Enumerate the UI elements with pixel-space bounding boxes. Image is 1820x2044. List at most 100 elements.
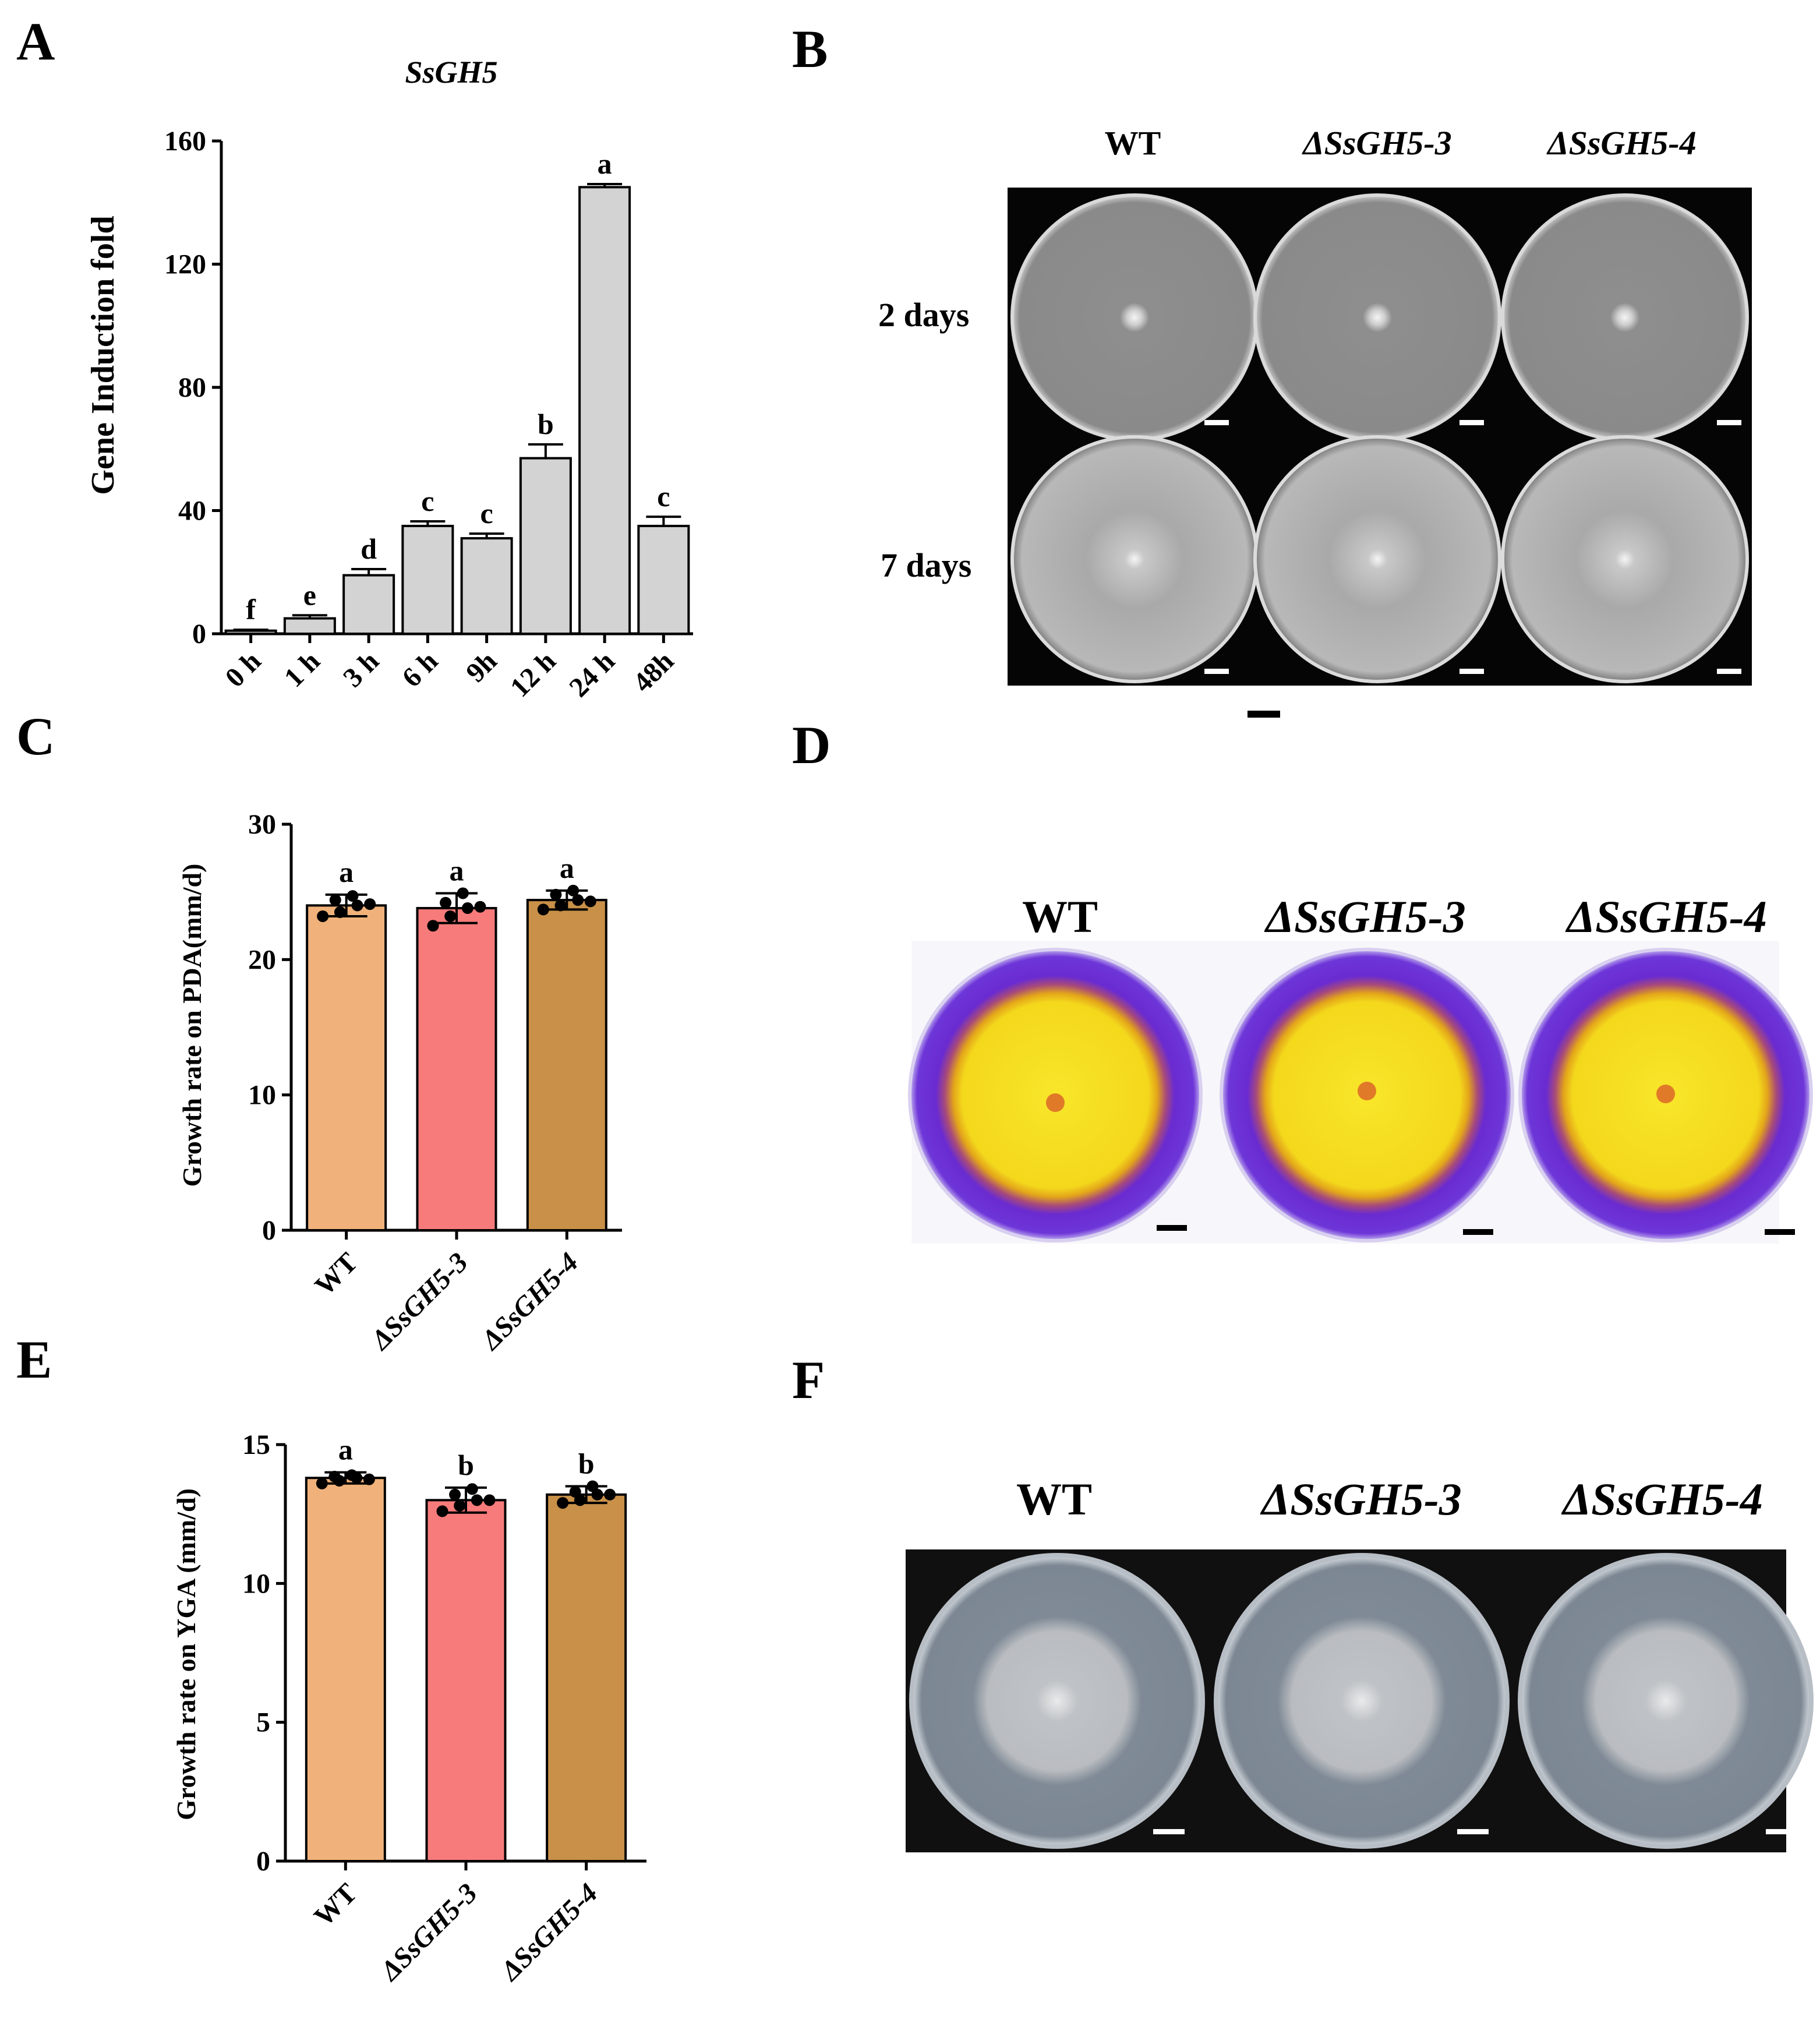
data-point xyxy=(449,1488,461,1501)
scale-bar xyxy=(1459,420,1484,425)
y-tick-label: 0 xyxy=(256,1846,270,1877)
data-point xyxy=(537,903,549,916)
x-tick-label: 9h xyxy=(460,645,503,688)
plate-b-wt-2d xyxy=(1010,193,1259,442)
panel-b-col-wt: WT xyxy=(1105,124,1161,162)
data-point xyxy=(454,1499,466,1512)
x-tick-label: 3 h xyxy=(337,645,385,693)
y-tick-label: 20 xyxy=(248,944,276,975)
panel-letter-e: E xyxy=(16,1330,52,1389)
panel-letter-f: F xyxy=(792,1350,825,1410)
x-tick-label: ΔSsGH5-4 xyxy=(494,1877,603,1987)
plate-b-mut3-7d xyxy=(1253,435,1501,683)
data-point xyxy=(457,887,469,899)
x-tick-label: 24 h xyxy=(563,645,621,703)
significance-letter: e xyxy=(303,578,316,611)
y-tick-label: 40 xyxy=(178,496,206,527)
significance-letter: a xyxy=(450,854,464,887)
x-tick-label: 48h xyxy=(627,645,680,698)
panel-d-col-mut3: ΔSsGH5-3 xyxy=(1264,891,1466,942)
chart-a: SsGH5 Gene Induction fold 0 40 80 120 160 f 0 … xyxy=(85,55,693,703)
scale-bar xyxy=(1457,1829,1489,1834)
data-point xyxy=(317,910,329,922)
data-point xyxy=(604,1488,616,1501)
data-point xyxy=(440,896,452,909)
y-tick-label: 0 xyxy=(192,619,206,649)
inoculum xyxy=(1656,1085,1675,1103)
x-tick-label: 6 h xyxy=(396,645,444,693)
scale-bar xyxy=(1459,669,1484,674)
data-point xyxy=(461,902,473,915)
chart-c: Growth rate on PDA(mm/d) 0 10 20 30 a WT a ΔSsG… xyxy=(177,809,622,1357)
data-point xyxy=(471,1494,483,1506)
x-tick-label: WT xyxy=(309,1247,363,1301)
bar xyxy=(283,617,336,635)
data-point xyxy=(567,884,579,896)
plate-f-mut4 xyxy=(1518,1553,1814,1849)
scale-bar xyxy=(1463,1229,1493,1235)
scale-bar xyxy=(1153,1829,1185,1834)
significance-letter: b xyxy=(578,1448,595,1480)
bar xyxy=(578,186,631,635)
y-tick-label: 5 xyxy=(256,1707,270,1738)
data-point xyxy=(483,1494,496,1506)
scale-bar xyxy=(1204,669,1229,674)
data-point xyxy=(363,1473,375,1485)
data-point xyxy=(329,894,341,906)
data-point xyxy=(466,1483,478,1495)
chart-e-ylabel: Growth rate on YGA (mm/d) xyxy=(171,1488,201,1820)
y-tick-label: 10 xyxy=(248,1080,276,1111)
data-point xyxy=(572,894,584,906)
significance-letter: b xyxy=(538,408,554,440)
plate-f-mut3 xyxy=(1214,1553,1510,1849)
bar xyxy=(401,524,454,635)
panel-b-photos: WT ΔSsGH5-3 ΔSsGH5-4 2 days 7 days xyxy=(878,124,1752,718)
bar xyxy=(637,524,690,635)
x-tick-label: WT xyxy=(308,1877,363,1932)
bar xyxy=(519,457,572,635)
y-tick-label: 30 xyxy=(248,809,276,840)
panel-letter-c: C xyxy=(16,707,55,766)
panel-f-col-mut4: ΔSsGH5-4 xyxy=(1561,1474,1763,1524)
data-point xyxy=(586,1480,599,1492)
data-point xyxy=(550,888,562,901)
data-point xyxy=(554,899,567,912)
scale-bar xyxy=(1248,711,1280,718)
x-tick-label: 12 h xyxy=(504,645,562,703)
data-point xyxy=(347,890,359,902)
significance-letter: a xyxy=(560,852,574,884)
significance-letter: f xyxy=(246,593,256,626)
data-point xyxy=(316,1477,328,1489)
data-point xyxy=(444,910,457,922)
plate-b-wt-7d xyxy=(1010,435,1259,683)
data-point xyxy=(427,920,439,932)
significance-letter: a xyxy=(598,147,612,180)
bar xyxy=(425,1499,507,1862)
x-tick-label: ΔSsGH5-3 xyxy=(373,1877,483,1987)
data-point xyxy=(436,1505,448,1517)
data-point xyxy=(351,899,363,912)
significance-letter: a xyxy=(338,1434,353,1466)
scale-bar xyxy=(1717,420,1741,425)
data-point xyxy=(557,1497,569,1509)
scale-bar xyxy=(1766,1829,1797,1834)
panel-d-photos: WT ΔSsGH5-3 ΔSsGH5-4 xyxy=(908,891,1813,1244)
y-tick-label: 10 xyxy=(242,1568,270,1599)
significance-letter: a xyxy=(339,856,354,888)
scale-bar xyxy=(1717,669,1741,674)
scale-bar xyxy=(1765,1229,1795,1235)
data-point xyxy=(584,895,596,908)
bar xyxy=(526,899,607,1231)
bar xyxy=(416,907,497,1231)
chart-e: Growth rate on YGA (mm/d) 0 5 10 15 a WT b ΔSsG… xyxy=(171,1429,646,1987)
panel-b-col-mut4: ΔSsGH5-4 xyxy=(1546,124,1697,162)
chart-a-ylabel: Gene Induction fold xyxy=(85,216,121,495)
y-tick-label: 0 xyxy=(262,1215,276,1246)
panel-b-row-2days: 2 days xyxy=(878,296,969,334)
plate-b-mut4-7d xyxy=(1501,435,1749,683)
bar xyxy=(460,537,513,636)
scale-bar xyxy=(1204,420,1229,425)
bar xyxy=(224,629,277,636)
chart-a-title: SsGH5 xyxy=(405,55,497,90)
bar xyxy=(546,1493,627,1863)
